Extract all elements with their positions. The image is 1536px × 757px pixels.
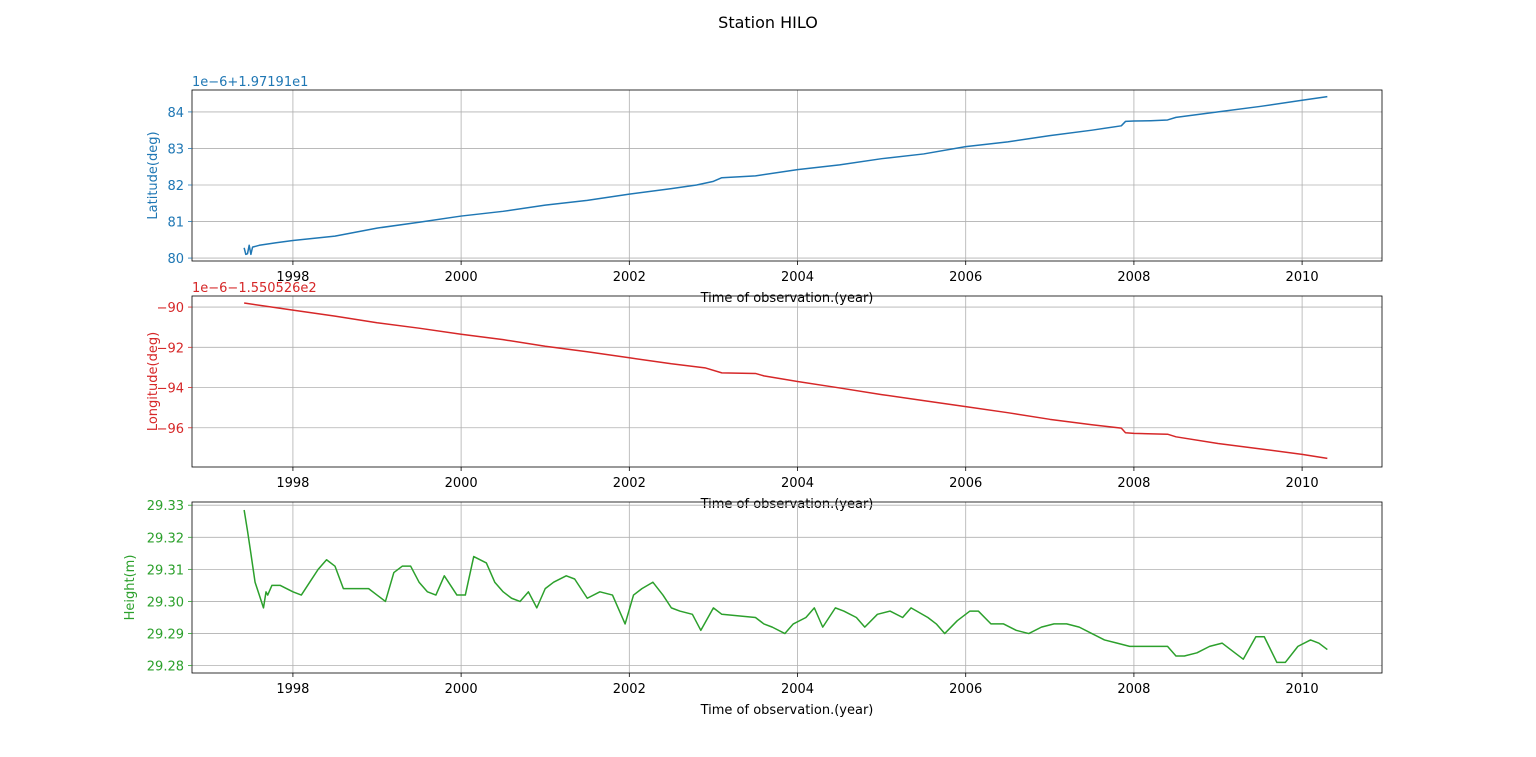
x-tick-label: 2000: [445, 682, 478, 697]
latitude-axes-frame: [191, 89, 1383, 262]
x-tick-label: 2006: [949, 270, 982, 285]
x-tick-label: 2004: [781, 476, 814, 491]
y-tick-label: 29.30: [147, 595, 184, 610]
latitude-y-axis-label: Latitude(deg): [146, 131, 161, 219]
height-axes-frame: [191, 501, 1383, 674]
y-tick-label: 29.31: [147, 563, 184, 578]
longitude-subplot: 1998 2000 2002 2004 2006 2008 2010 −90 −92 −94 −96…: [146, 281, 1383, 512]
y-tick-label: −92: [157, 341, 184, 356]
latitude-grid: [192, 90, 1382, 261]
y-tick-label: 84: [167, 106, 184, 121]
y-tick-label: 29.32: [147, 531, 184, 546]
y-tick-label: 29.33: [147, 499, 184, 514]
y-tick-label: 83: [167, 142, 184, 157]
latitude-series-line: [243, 95, 1328, 256]
y-tick-label: 82: [167, 179, 184, 194]
x-tick-label: 1998: [276, 682, 309, 697]
x-tick-label: 2008: [1117, 270, 1150, 285]
x-tick-label: 2004: [781, 682, 814, 697]
y-tick-label: −96: [157, 422, 184, 437]
x-tick-label: 2002: [613, 682, 646, 697]
longitude-x-axis-label: Time of observation.(year): [700, 497, 874, 512]
x-tick-label: 2000: [445, 270, 478, 285]
height-x-axis-label: Time of observation.(year): [700, 703, 874, 718]
y-tick-label: 29.28: [147, 660, 184, 675]
latitude-subplot: 1998 2000 2002 2004 2006 2008 2010 80 81 82 83 84 Ti…: [146, 75, 1383, 306]
x-tick-label: 2006: [949, 476, 982, 491]
x-tick-label: 2010: [1286, 476, 1319, 491]
longitude-offset-text: 1e−6−1.550526e2: [192, 281, 317, 296]
x-tick-label: 1998: [276, 270, 309, 285]
x-tick-label: 2002: [613, 476, 646, 491]
subplots: 1998 2000 2002 2004 2006 2008 2010 80 81 82 83 84 Ti…: [123, 75, 1383, 718]
height-subplot: 1998 2000 2002 2004 2006 2008 2010 29.28 29.29 29…: [123, 499, 1383, 718]
longitude-grid: [192, 296, 1382, 467]
x-tick-label: 2006: [949, 682, 982, 697]
y-tick-label: −94: [157, 382, 184, 397]
figure-title: Station HILO: [718, 13, 818, 32]
x-tick-label: 2008: [1117, 476, 1150, 491]
x-tick-label: 2010: [1286, 682, 1319, 697]
x-tick-label: 2004: [781, 270, 814, 285]
longitude-axes-frame: [191, 295, 1383, 468]
x-tick-label: 2008: [1117, 682, 1150, 697]
y-tick-label: −90: [157, 301, 184, 316]
height-grid: [192, 502, 1382, 673]
longitude-series-line: [244, 302, 1328, 460]
x-tick-label: 2000: [445, 476, 478, 491]
y-tick-label: 29.29: [147, 628, 184, 643]
x-tick-label: 2010: [1286, 270, 1319, 285]
latitude-x-axis-label: Time of observation.(year): [700, 291, 874, 306]
longitude-y-axis-label: Longitude(deg): [146, 332, 161, 431]
latitude-offset-text: 1e−6+1.97191e1: [192, 75, 308, 90]
height-y-axis-label: Height(m): [123, 555, 138, 621]
y-tick-label: 80: [167, 252, 184, 267]
height-series-line: [243, 509, 1328, 664]
x-tick-label: 1998: [276, 476, 309, 491]
y-tick-label: 81: [167, 216, 184, 231]
x-tick-label: 2002: [613, 270, 646, 285]
